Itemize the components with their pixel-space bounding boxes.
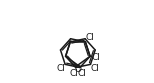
Text: Cl: Cl: [69, 69, 78, 78]
Text: Cl: Cl: [85, 33, 94, 42]
Text: Cl: Cl: [77, 69, 86, 78]
Text: Cl: Cl: [92, 53, 101, 62]
Text: Cl: Cl: [57, 64, 65, 73]
Text: Cl: Cl: [90, 64, 99, 73]
Text: O: O: [74, 65, 81, 74]
